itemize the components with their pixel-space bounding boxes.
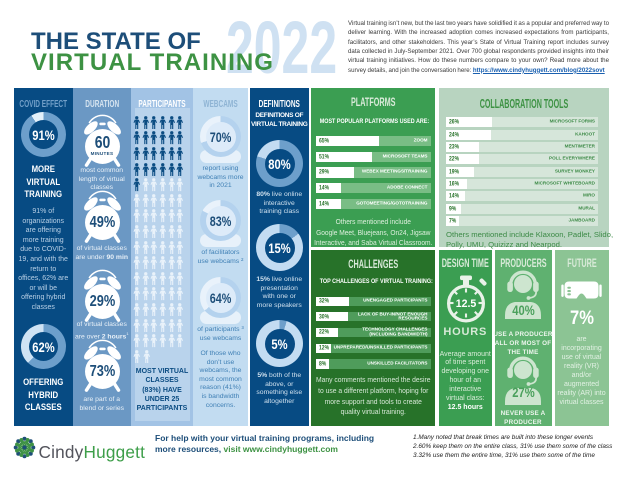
svg-text:12.5: 12.5 — [456, 298, 477, 310]
